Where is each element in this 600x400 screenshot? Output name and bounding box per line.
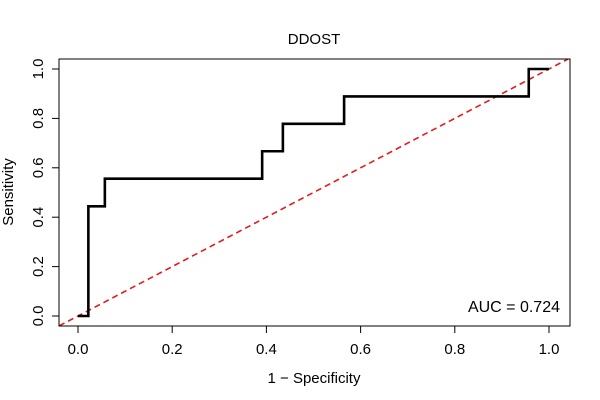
x-axis: 0.0 0.2 0.4 0.6 0.8 1.0 [68, 325, 560, 358]
y-tick-label: 0.4 [30, 207, 47, 228]
y-tick-label: 0.8 [30, 108, 47, 129]
x-tick-label: 0.8 [444, 341, 465, 358]
x-tick-label: 0.6 [350, 341, 371, 358]
reference-diagonal-line [59, 59, 569, 326]
y-axis-label: Sensitivity [0, 158, 17, 226]
roc-curve-line [78, 67, 549, 318]
x-tick-label: 1.0 [539, 341, 560, 358]
auc-annotation: AUC = 0.724 [468, 299, 560, 316]
y-tick-label: 0.2 [30, 256, 47, 277]
y-tick-label: 0.6 [30, 157, 47, 178]
y-tick-label: 0.0 [30, 306, 47, 327]
plot-frame [58, 58, 571, 327]
x-tick-label: 0.2 [162, 341, 183, 358]
y-axis: 0.0 0.2 0.4 0.6 0.8 1.0 [30, 59, 60, 327]
chart-title: DDOST [288, 31, 341, 48]
x-tick-label: 0.0 [68, 341, 89, 358]
y-tick-label: 1.0 [30, 59, 47, 80]
series-layer [59, 59, 569, 326]
x-axis-label: 1 − Specificity [268, 370, 361, 387]
x-tick-label: 0.4 [256, 341, 277, 358]
